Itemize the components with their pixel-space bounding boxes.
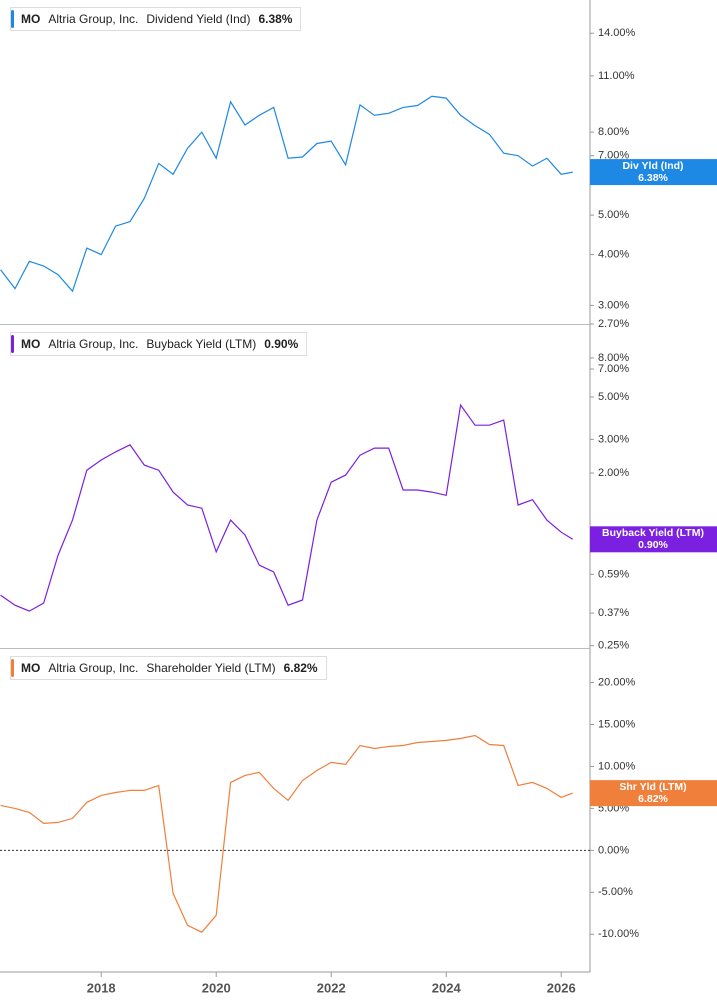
legend: MO Altria Group, Inc. Buyback Yield (LTM) 0… [10, 332, 308, 356]
y-tick-label: 2.00% [598, 467, 629, 479]
badge-value: 6.38% [638, 172, 668, 184]
x-tick-label: 2022 [317, 980, 346, 995]
last-value: 0.90% [264, 337, 299, 351]
series-name: Shareholder Yield (LTM) [146, 661, 276, 675]
x-tick-label: 2026 [547, 980, 576, 995]
y-tick-label: 14.00% [598, 27, 636, 39]
legend: MO Altria Group, Inc. Shareholder Yield (L… [10, 656, 327, 680]
y-tick-label: 10.00% [598, 760, 636, 772]
x-tick-label: 2018 [87, 980, 116, 995]
value-badge [590, 159, 717, 186]
series-line [0, 95, 573, 293]
y-tick-label: 8.00% [598, 352, 629, 364]
y-tick-label: -10.00% [598, 928, 639, 940]
last-value: 6.38% [258, 12, 293, 26]
y-tick-label: 0.59% [598, 568, 629, 580]
badge-label: Buyback Yield (LTM) [602, 527, 704, 539]
value-badge [590, 526, 717, 553]
value-badge [590, 780, 717, 807]
badge-value: 6.82% [638, 793, 668, 805]
last-value: 6.82% [283, 661, 318, 675]
legend-color [11, 659, 14, 677]
y-tick-label: 8.00% [598, 126, 629, 138]
ticker: MO [21, 661, 41, 675]
company: Altria Group, Inc. [48, 337, 139, 351]
y-tick-label: 0.25% [598, 640, 629, 652]
y-tick-label: 3.00% [598, 433, 629, 445]
legend-color [11, 335, 14, 353]
x-tick-label: 2024 [432, 980, 462, 995]
legend: MO Altria Group, Inc. Dividend Yield (Ind)… [10, 7, 302, 31]
badge-value: 0.90% [638, 539, 668, 551]
series-line [0, 734, 573, 933]
x-tick-label: 2020 [202, 980, 231, 995]
company: Altria Group, Inc. [48, 12, 139, 26]
y-tick-label: 7.00% [598, 363, 629, 375]
ticker: MO [21, 12, 41, 26]
badge-label: Div Yld (Ind) [622, 160, 683, 172]
y-tick-label: 0.00% [598, 844, 629, 856]
y-tick-label: 7.00% [598, 150, 629, 162]
company: Altria Group, Inc. [48, 661, 139, 675]
y-tick-label: 20.00% [598, 676, 636, 688]
y-tick-label: 0.37% [598, 607, 629, 619]
legend-color [11, 10, 14, 28]
series-line [0, 403, 574, 612]
y-tick-label: -5.00% [598, 886, 633, 898]
y-tick-label: 11.00% [598, 70, 635, 82]
ticker: MO [21, 337, 41, 351]
series-name: Buyback Yield (LTM) [146, 337, 257, 351]
series-name: Dividend Yield (Ind) [146, 12, 251, 26]
y-tick-label: 5.00% [598, 209, 629, 221]
y-tick-label: 2.70% [598, 318, 629, 330]
badge-label: Shr Yld (LTM) [619, 781, 686, 793]
y-tick-label: 4.00% [598, 248, 629, 260]
y-tick-label: 15.00% [598, 718, 636, 730]
y-tick-label: 3.00% [598, 299, 629, 311]
y-tick-label: 5.00% [598, 391, 629, 403]
